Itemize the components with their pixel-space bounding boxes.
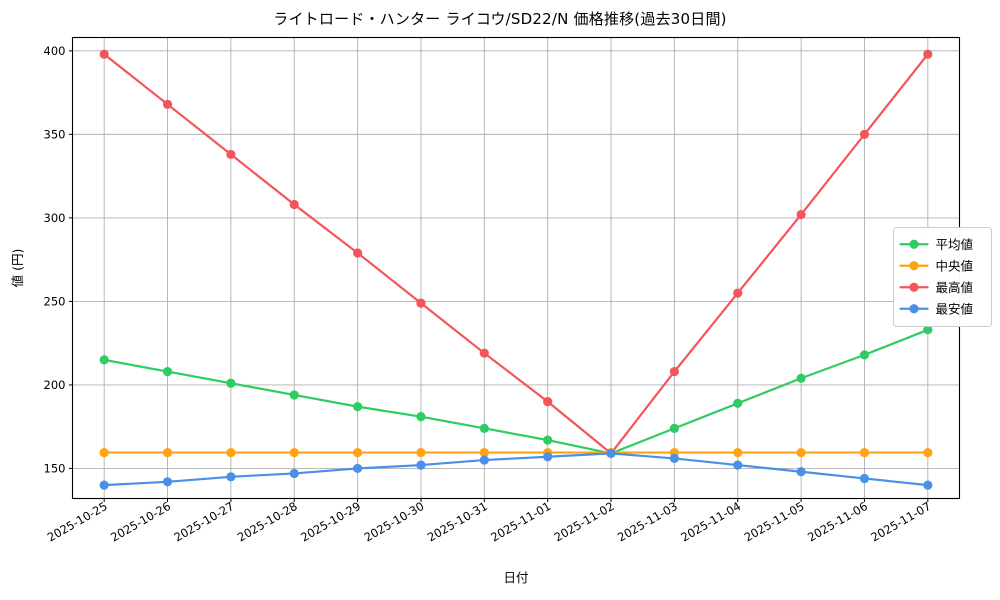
series-point (859, 129, 870, 139)
series-point (733, 398, 743, 408)
series-point (669, 366, 679, 377)
x-tick-label: 2025-10-30 (362, 499, 427, 545)
gridlines (72, 37, 960, 499)
series-point (606, 448, 616, 458)
series-line (103, 53, 929, 455)
x-tick-label: 2025-11-02 (552, 499, 617, 545)
x-tick-label: 2025-11-01 (488, 499, 553, 545)
series-point (733, 288, 743, 298)
series-point (733, 447, 743, 458)
x-tick-label: 2025-11-03 (615, 499, 680, 545)
series-point (796, 209, 806, 220)
legend-label[interactable]: 最安値 (936, 301, 974, 316)
series-point (859, 473, 870, 484)
series-point (859, 447, 870, 458)
axis-titles: 値 (円) 日付 (10, 249, 529, 585)
series-point (796, 467, 806, 477)
x-tick-label: 2025-10-26 (108, 499, 173, 545)
x-tick-label: 2025-11-06 (805, 499, 870, 545)
legend-marker (909, 239, 919, 249)
y-tick-label: 200 (44, 378, 66, 392)
axis-ticks (69, 50, 929, 502)
series-point (353, 248, 363, 258)
series-point (289, 199, 299, 210)
series-point (543, 397, 553, 407)
series-point (99, 49, 109, 59)
series-point (923, 480, 933, 490)
legend-box (893, 227, 992, 327)
x-tick-label: 2025-10-25 (45, 499, 110, 545)
series-point (543, 452, 553, 462)
series-point (162, 99, 173, 109)
series-point (226, 447, 236, 458)
series-point (543, 435, 553, 445)
series-point (479, 348, 489, 358)
series-point (162, 366, 173, 377)
x-tick-label: 2025-11-05 (742, 499, 807, 545)
series-point (796, 373, 806, 383)
series-point (479, 447, 489, 458)
x-tick-label: 2025-11-04 (678, 499, 743, 545)
legend-label[interactable]: 平均値 (936, 237, 974, 252)
series-point (226, 378, 236, 388)
series-point (289, 390, 299, 400)
series-point (416, 447, 426, 458)
x-tick-label: 2025-10-31 (425, 499, 490, 545)
series-point (859, 350, 870, 360)
series-point (162, 447, 173, 458)
series-point (99, 447, 109, 458)
series-line (103, 328, 929, 455)
series-point (353, 463, 363, 474)
series-point (416, 460, 426, 470)
series-line (103, 452, 929, 487)
x-tick-label: 2025-10-28 (235, 499, 300, 545)
x-axis-label: 日付 (503, 570, 528, 585)
legend-marker (909, 282, 919, 292)
series-point (796, 447, 806, 458)
y-tick-label: 350 (44, 127, 66, 141)
plot-frame (71, 36, 961, 500)
y-axis-label: 値 (円) (10, 249, 25, 288)
x-tick-label: 2025-10-29 (298, 499, 363, 545)
chart-title: ライトロード・ハンター ライコウ/SD22/N 価格推移(過去30日間) (273, 10, 727, 28)
series-point (416, 298, 426, 308)
series-point (923, 447, 933, 458)
series-point (479, 455, 489, 465)
series-point (353, 447, 363, 458)
data-series-group (99, 49, 933, 490)
series-point (289, 468, 299, 479)
y-tick-label: 400 (44, 44, 66, 58)
series-point (416, 412, 426, 422)
series-point (353, 402, 363, 412)
series-point (226, 472, 236, 482)
series-point (99, 355, 109, 365)
legend-marker (909, 261, 919, 271)
y-tick-label: 300 (44, 211, 66, 225)
x-tick-label: 2025-10-27 (172, 499, 237, 545)
series-point (289, 447, 299, 458)
series-point (669, 453, 679, 464)
series-point (669, 423, 679, 433)
legend-label[interactable]: 最高値 (936, 280, 974, 295)
y-tick-label: 250 (44, 294, 66, 308)
x-tick-label: 2025-11-07 (868, 499, 933, 545)
series-point (162, 477, 173, 487)
y-tick-label: 150 (44, 461, 66, 475)
legend-label[interactable]: 中央値 (936, 258, 974, 273)
series-point (226, 149, 236, 160)
series-point (733, 460, 743, 470)
series-point (99, 480, 109, 490)
series-point (923, 49, 933, 59)
legend-marker (909, 304, 919, 314)
series-point (923, 325, 933, 335)
series-point (479, 423, 489, 433)
